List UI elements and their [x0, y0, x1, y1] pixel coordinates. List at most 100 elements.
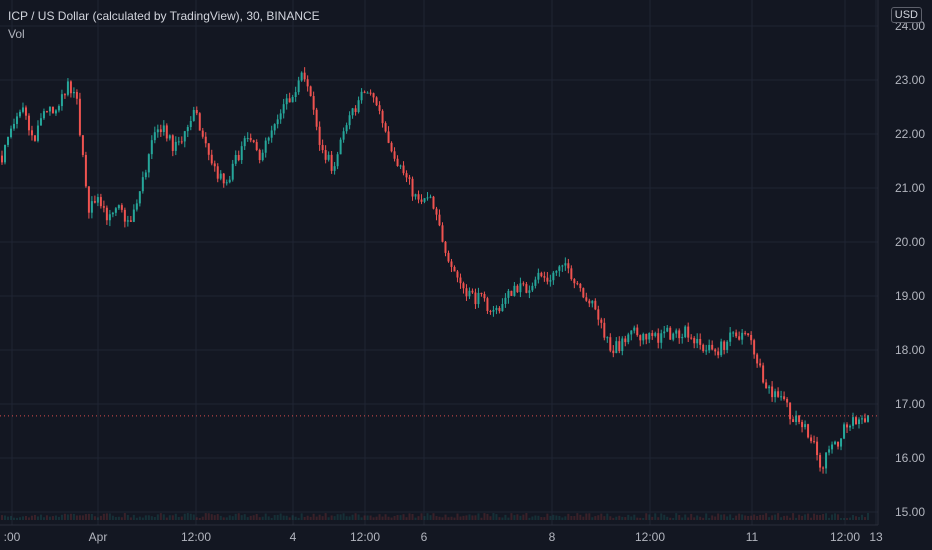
x-tick-label: 13: [869, 530, 883, 544]
volume-bar: [189, 513, 192, 520]
candle-body: [303, 72, 306, 80]
candle-body: [498, 307, 501, 312]
volume-bar: [177, 516, 180, 520]
volume-bar: [822, 514, 825, 520]
volume-bar: [147, 515, 150, 520]
candle-body: [762, 365, 765, 383]
volume-bar: [390, 517, 393, 520]
volume-bar: [81, 515, 84, 520]
volume-bar: [681, 517, 684, 520]
volume-bar: [231, 516, 234, 520]
volume-bar: [123, 513, 126, 520]
volume-bar: [837, 514, 840, 520]
volume-bar: [597, 515, 600, 520]
volume-bar: [66, 514, 69, 520]
candle-body: [282, 104, 285, 114]
candle-body: [114, 208, 117, 213]
candle-body: [126, 220, 129, 222]
candle-body: [741, 332, 744, 340]
volume-bar: [45, 515, 48, 520]
currency-button[interactable]: USD: [890, 7, 922, 23]
candle-body: [534, 279, 537, 286]
candle-body: [702, 344, 705, 352]
candle-body: [678, 330, 681, 339]
volume-bar: [789, 517, 792, 520]
volume-bar: [708, 517, 711, 520]
volume-bar: [501, 517, 504, 520]
volume-bar: [12, 517, 15, 520]
x-tick-label: 12:00: [181, 530, 211, 544]
volume-bar: [810, 517, 813, 520]
candle-body: [837, 441, 840, 447]
candle-body: [228, 179, 231, 183]
volume-bar: [24, 515, 27, 520]
volume-bar: [333, 516, 336, 520]
volume-bar: [660, 513, 663, 520]
volume-bar: [135, 517, 138, 520]
candle-body: [810, 437, 813, 442]
volume-bar: [687, 517, 690, 520]
candle-body: [162, 125, 165, 133]
volume-bar: [168, 515, 171, 520]
volume-bar: [138, 516, 141, 520]
candle-body: [693, 338, 696, 344]
candle-body: [120, 205, 123, 210]
candle-body: [684, 326, 687, 338]
volume-bar: [540, 517, 543, 520]
volume-bar: [225, 517, 228, 520]
candle-body: [807, 424, 810, 438]
candle-body: [24, 107, 27, 116]
candle-body: [153, 132, 156, 141]
candle-body: [603, 322, 606, 338]
candle-body: [639, 335, 642, 341]
volume-bar: [705, 513, 708, 520]
candle-body: [846, 424, 849, 428]
volume-bar: [666, 516, 669, 520]
volume-indicator-label[interactable]: Vol: [8, 27, 25, 41]
candle-body: [363, 91, 366, 93]
candle-body: [591, 300, 594, 304]
candle-body: [699, 338, 702, 345]
volume-bar: [378, 514, 381, 520]
candle-body: [798, 415, 801, 422]
volume-bar: [720, 514, 723, 520]
candle-body: [405, 173, 408, 178]
candle-body: [321, 144, 324, 151]
volume-bar: [534, 515, 537, 520]
candle-body: [690, 337, 693, 339]
volume-bar: [777, 513, 780, 520]
candle-body: [771, 386, 774, 398]
candle-body: [465, 288, 468, 297]
candle-body: [186, 127, 189, 132]
volume-bar: [18, 517, 21, 520]
candle-body: [180, 141, 183, 143]
candle-body: [96, 197, 99, 203]
volume-bar: [369, 515, 372, 520]
candle-body: [495, 307, 498, 311]
candle-body: [372, 93, 375, 98]
volume-bar: [429, 515, 432, 520]
candle-body: [348, 115, 351, 126]
volume-bar: [867, 513, 869, 520]
candle-body: [627, 334, 630, 343]
candle-body: [486, 298, 489, 311]
candle-body: [519, 283, 522, 293]
candle-body: [456, 271, 459, 278]
volume-bar: [402, 514, 405, 520]
volume-bar: [63, 513, 66, 520]
candle-body: [804, 424, 807, 428]
x-tick-label: :00: [4, 530, 21, 544]
volume-bar: [585, 513, 588, 520]
volume-bar: [738, 513, 741, 520]
candle-body: [669, 327, 672, 340]
candle-body: [141, 177, 144, 192]
candle-body: [726, 341, 729, 350]
candle-body: [117, 205, 120, 209]
volume-bar: [288, 517, 291, 520]
candle-body: [279, 113, 282, 120]
volume-bar: [237, 513, 240, 520]
candle-body: [294, 92, 297, 98]
volume-bar: [204, 513, 207, 520]
